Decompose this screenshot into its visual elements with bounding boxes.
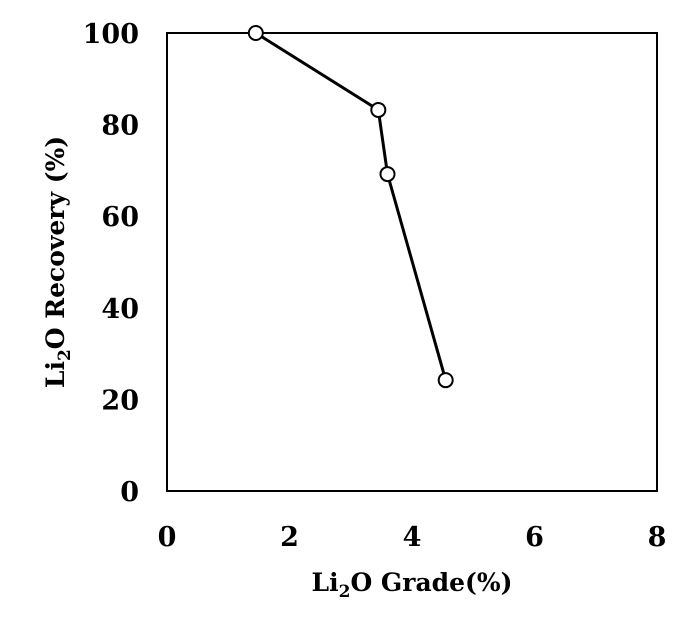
y-tick-label: 100: [83, 19, 139, 50]
y-tick-label: 60: [101, 202, 139, 233]
x-axis-title-suffix: O Grade(%): [350, 568, 512, 597]
series-line: [255, 31, 448, 381]
y-axis-title-prefix: Li: [41, 361, 70, 388]
y-tick-label: 0: [120, 477, 139, 508]
x-tick-label: 0: [158, 522, 177, 553]
x-axis-title-subscript: 2: [339, 582, 351, 602]
data-point-marker: [247, 25, 264, 41]
x-axis-tick-labels: 0 2 4 6 8: [158, 522, 667, 553]
x-tick-label: 4: [403, 522, 422, 553]
y-axis-title: Li2O Recovery (%): [41, 136, 75, 388]
x-tick-label: 8: [648, 522, 667, 553]
series-layer: [247, 25, 454, 389]
y-tick-label: 20: [101, 385, 139, 416]
y-axis-title-suffix: O Recovery (%): [41, 136, 70, 349]
x-tick-label: 2: [280, 522, 299, 553]
x-tick-label: 6: [525, 522, 544, 553]
data-point-marker: [379, 166, 396, 183]
plot-area: [166, 32, 658, 492]
x-axis-title: Li2O Grade(%): [312, 568, 513, 602]
y-axis-tick-labels: 0 20 40 60 80 100: [83, 19, 139, 508]
y-tick-label: 40: [101, 294, 139, 325]
data-point-marker: [437, 372, 454, 389]
y-axis-title-subscript: 2: [55, 349, 75, 361]
data-point-marker: [370, 101, 387, 118]
x-axis-title-prefix: Li: [312, 568, 339, 597]
y-tick-label: 80: [101, 111, 139, 142]
